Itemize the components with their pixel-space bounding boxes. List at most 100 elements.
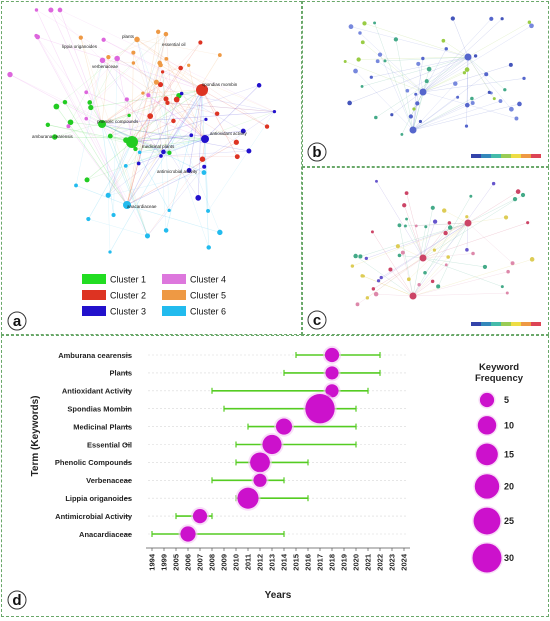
small-net-edges	[352, 181, 533, 305]
network-edge	[102, 60, 206, 140]
trend-row: Anacardiaceae	[79, 524, 408, 544]
network-edge	[467, 56, 512, 110]
network-hub-node	[196, 84, 208, 96]
network-edge	[86, 111, 275, 181]
cluster-legend-label: Cluster 3	[110, 307, 146, 317]
network-node	[186, 167, 192, 173]
network-node	[464, 102, 470, 108]
network-edge	[422, 257, 503, 287]
network-node	[131, 50, 136, 55]
network-edge	[444, 210, 469, 224]
network-edge	[167, 102, 275, 112]
network-edge	[101, 98, 167, 125]
network-edge	[412, 100, 501, 131]
network-edge	[160, 135, 192, 157]
x-tick-label: 2023	[388, 554, 397, 571]
network-edge	[125, 165, 148, 236]
network-edge	[412, 292, 508, 297]
x-tick-label: 2013	[268, 554, 277, 571]
network-node	[470, 101, 475, 105]
legend-size-label: 20	[504, 481, 514, 491]
network-node	[400, 132, 404, 136]
network-edge	[160, 34, 167, 66]
network-node	[217, 53, 222, 57]
network-node	[444, 47, 448, 51]
network-node	[426, 66, 432, 72]
network-edge	[201, 89, 210, 248]
network-edge	[102, 60, 237, 143]
network-node	[369, 75, 373, 79]
network-edge	[59, 9, 275, 112]
network-node	[514, 116, 519, 121]
network-edge	[131, 120, 174, 143]
network-node	[404, 191, 409, 195]
network-edge	[126, 142, 237, 206]
network-edge	[89, 33, 167, 103]
network-node	[508, 62, 513, 67]
network-node	[147, 113, 154, 119]
term-label: Antimicrobial Activity	[55, 512, 133, 521]
trend-peak-bubble	[324, 347, 340, 363]
network-edge	[110, 42, 201, 137]
network-edge	[59, 9, 103, 125]
cluster-legend-label: Cluster 1	[110, 275, 146, 285]
network-edge	[358, 56, 469, 60]
network-edge	[64, 102, 128, 206]
network-edge	[372, 231, 414, 297]
network-node	[78, 35, 83, 40]
network-edge	[412, 281, 433, 297]
network-edge	[101, 81, 157, 125]
network-edge	[422, 207, 434, 259]
network-edge	[36, 9, 128, 206]
network-edge	[188, 89, 203, 171]
network-node	[456, 95, 460, 99]
network-edge	[384, 56, 469, 62]
network-edge	[204, 138, 209, 211]
network-node	[356, 57, 361, 62]
network-edge	[412, 102, 473, 131]
network-node	[206, 208, 211, 213]
network-node	[66, 124, 71, 129]
network-node	[34, 8, 39, 12]
network-hub-node	[126, 136, 138, 148]
color-scale-segment	[521, 154, 531, 158]
cluster-legend-swatch	[162, 274, 186, 284]
network-edge	[36, 9, 118, 59]
x-tick-label: 2024	[400, 553, 409, 571]
network-edge	[412, 259, 533, 297]
network-edge	[131, 52, 134, 143]
network-panel-c: c	[302, 167, 549, 335]
network-edge	[466, 222, 469, 250]
network-node	[127, 113, 131, 118]
x-tick-label: 2019	[340, 554, 349, 571]
network-edge	[126, 99, 133, 143]
network-panel-a: spondias mombin antioxidant activity anaca…	[1, 1, 302, 335]
term-label: Phenolic Compounds	[55, 458, 132, 467]
network-node	[84, 90, 89, 95]
x-tick-label: 2005	[172, 554, 181, 571]
network-edge	[406, 218, 424, 259]
network-node	[432, 248, 437, 252]
network-edge	[107, 141, 133, 196]
network-node	[373, 21, 377, 25]
network-edge	[399, 225, 414, 297]
trend-row: Antioxidant Activity	[62, 382, 408, 400]
network-node	[202, 164, 207, 169]
network-edge	[201, 89, 268, 127]
network-edge	[136, 39, 203, 91]
overlay-network-graph-years: b	[307, 16, 541, 162]
network-hub-node	[123, 201, 131, 209]
network-edge	[422, 72, 465, 93]
network-edge	[125, 89, 203, 141]
trend-row: Essential Oil	[87, 432, 408, 457]
network-edge	[412, 98, 473, 131]
network-node	[405, 88, 410, 93]
network-node	[343, 60, 347, 64]
x-tick-label: 2012	[256, 554, 265, 571]
network-node	[370, 230, 374, 234]
network-edge	[418, 63, 424, 93]
network-node	[355, 302, 360, 307]
network-edge	[86, 58, 118, 93]
network-edge	[54, 102, 168, 138]
network-edge	[131, 67, 181, 143]
